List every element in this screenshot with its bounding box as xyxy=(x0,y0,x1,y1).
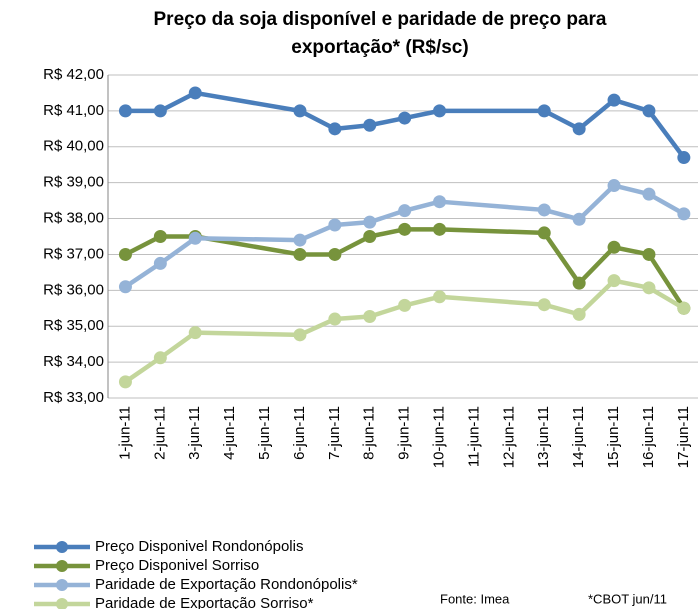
data-point xyxy=(328,312,342,326)
data-point xyxy=(118,247,132,261)
x-tick-label: 6-jun-11 xyxy=(291,406,308,460)
y-tick-label: R$ 34,00 xyxy=(43,353,104,370)
data-point xyxy=(363,230,377,243)
data-point xyxy=(607,240,621,254)
data-point xyxy=(572,276,586,290)
data-point xyxy=(328,247,342,261)
data-point xyxy=(293,104,307,118)
data-point xyxy=(607,93,621,107)
legend-label: Preço Disponivel Rondonópolis xyxy=(95,538,303,555)
x-tick-label: 12-jun-11 xyxy=(500,406,517,468)
data-point xyxy=(677,301,691,315)
data-point xyxy=(153,104,167,118)
x-tick-label: 15-jun-11 xyxy=(605,406,622,468)
data-point xyxy=(677,207,691,221)
source-note: Fonte: Imea xyxy=(440,591,510,606)
y-tick-label: R$ 38,00 xyxy=(43,210,104,227)
x-tick-label: 2-jun-11 xyxy=(151,406,168,460)
data-point xyxy=(293,247,307,261)
legend-marker xyxy=(56,541,68,553)
y-tick-label: R$ 41,00 xyxy=(43,102,104,119)
x-tick-label: 10-jun-11 xyxy=(431,406,448,468)
series-line xyxy=(124,278,685,384)
data-point xyxy=(363,310,377,324)
y-tick-label: R$ 35,00 xyxy=(43,317,104,334)
x-tick-label: 17-jun-11 xyxy=(675,406,692,468)
data-point xyxy=(328,122,342,136)
data-point xyxy=(398,204,412,218)
x-tick-label: 14-jun-11 xyxy=(570,406,587,468)
data-point xyxy=(363,215,377,229)
data-point xyxy=(433,290,447,304)
data-point xyxy=(572,212,586,226)
footnote: *CBOT jun/11 xyxy=(588,591,667,606)
x-tick-label: 1-jun-11 xyxy=(116,406,133,460)
x-tick-label: 9-jun-11 xyxy=(396,406,413,460)
x-tick-label: 8-jun-11 xyxy=(361,406,378,460)
x-tick-label: 7-jun-11 xyxy=(326,406,343,460)
data-point xyxy=(293,233,307,247)
chart-title: Preço da soja disponível e paridade de p… xyxy=(153,9,607,58)
data-point xyxy=(677,151,691,165)
x-tick-label: 13-jun-11 xyxy=(535,406,552,468)
x-tick-label: 11-jun-11 xyxy=(465,406,482,467)
legend-marker xyxy=(56,598,68,609)
legend-marker xyxy=(56,579,68,591)
y-tick-label: R$ 37,00 xyxy=(43,245,104,262)
y-tick-label: R$ 33,00 xyxy=(43,389,104,406)
y-tick-label: R$ 42,00 xyxy=(43,66,104,83)
series-line xyxy=(125,90,686,159)
y-tick-label: R$ 39,00 xyxy=(43,174,104,191)
data-point xyxy=(607,179,621,193)
y-tick-label: R$ 40,00 xyxy=(43,138,104,155)
x-tick-label: 3-jun-11 xyxy=(186,406,203,460)
data-point xyxy=(537,104,551,118)
x-tick-label: 4-jun-11 xyxy=(221,406,238,460)
legend-label: Paridade de Exportação Rondonópolis* xyxy=(95,576,358,593)
data-point xyxy=(153,256,167,270)
data-point xyxy=(433,104,447,118)
data-point xyxy=(398,298,412,312)
data-point xyxy=(537,226,551,240)
legend-marker xyxy=(56,560,68,572)
data-point xyxy=(642,281,656,295)
data-point xyxy=(188,231,202,245)
data-point xyxy=(118,375,132,389)
legend-label: Preço Disponivel Sorriso xyxy=(95,557,259,574)
x-tick-label: 16-jun-11 xyxy=(640,406,657,468)
legend-label: Paridade de Exportação Sorriso* xyxy=(95,595,314,609)
data-point xyxy=(118,104,132,118)
series-line xyxy=(124,183,685,289)
data-point xyxy=(153,351,167,365)
data-point xyxy=(188,86,202,100)
data-point xyxy=(363,118,377,132)
data-point xyxy=(398,222,412,236)
data-point xyxy=(293,328,307,342)
data-point xyxy=(642,247,656,261)
data-point xyxy=(537,203,551,217)
data-point xyxy=(537,298,551,312)
data-point xyxy=(642,104,656,118)
data-point xyxy=(153,230,167,243)
data-point xyxy=(433,195,447,209)
data-point xyxy=(607,274,621,288)
data-point xyxy=(398,111,412,125)
data-point xyxy=(328,218,342,232)
y-tick-label: R$ 36,00 xyxy=(43,281,104,298)
data-point xyxy=(118,280,132,294)
data-point xyxy=(642,187,656,201)
data-point xyxy=(572,122,586,136)
data-point xyxy=(572,307,586,321)
data-point xyxy=(188,326,202,340)
x-tick-label: 5-jun-11 xyxy=(256,406,273,460)
data-point xyxy=(433,222,447,236)
